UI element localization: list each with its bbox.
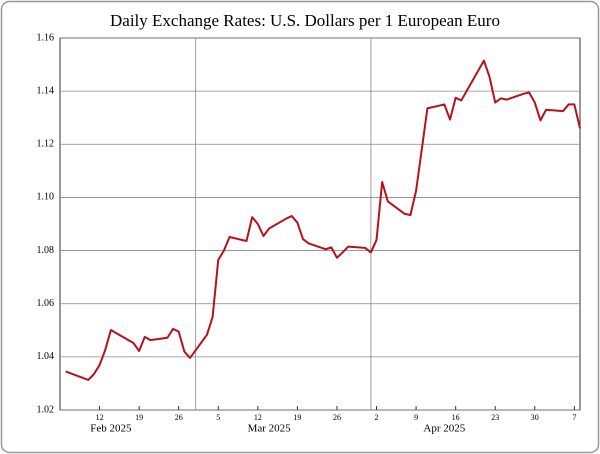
- x-tick-label: 19: [135, 413, 143, 422]
- x-tick-label: 26: [333, 413, 341, 422]
- x-tick-label: 7: [572, 413, 576, 422]
- x-tick-label: 12: [96, 413, 104, 422]
- y-tick-label: 1.14: [37, 85, 55, 96]
- x-tick-label: 19: [293, 413, 301, 422]
- x-tick-label: 5: [216, 413, 220, 422]
- month-label: Apr 2025: [423, 423, 465, 435]
- chart-title: Daily Exchange Rates: U.S. Dollars per 1…: [110, 11, 500, 30]
- x-tick-label: 30: [531, 413, 539, 422]
- x-tick-label: 16: [452, 413, 460, 422]
- y-tick-label: 1.12: [37, 139, 55, 150]
- y-tick-label: 1.04: [37, 351, 55, 362]
- y-tick-label: 1.16: [37, 32, 55, 43]
- month-label: Mar 2025: [248, 423, 292, 435]
- month-label: Feb 2025: [90, 423, 132, 435]
- x-tick-label: 26: [175, 413, 183, 422]
- y-tick-label: 1.08: [37, 245, 55, 256]
- y-tick-label: 1.06: [37, 298, 55, 309]
- y-tick-label: 1.10: [37, 192, 55, 203]
- x-tick-label: 23: [491, 413, 499, 422]
- x-tick-label: 2: [375, 413, 379, 422]
- x-tick-label: 9: [414, 413, 418, 422]
- x-tick-label: 12: [254, 413, 262, 422]
- series-line: [65, 59, 581, 381]
- y-tick-label: 1.02: [37, 404, 55, 415]
